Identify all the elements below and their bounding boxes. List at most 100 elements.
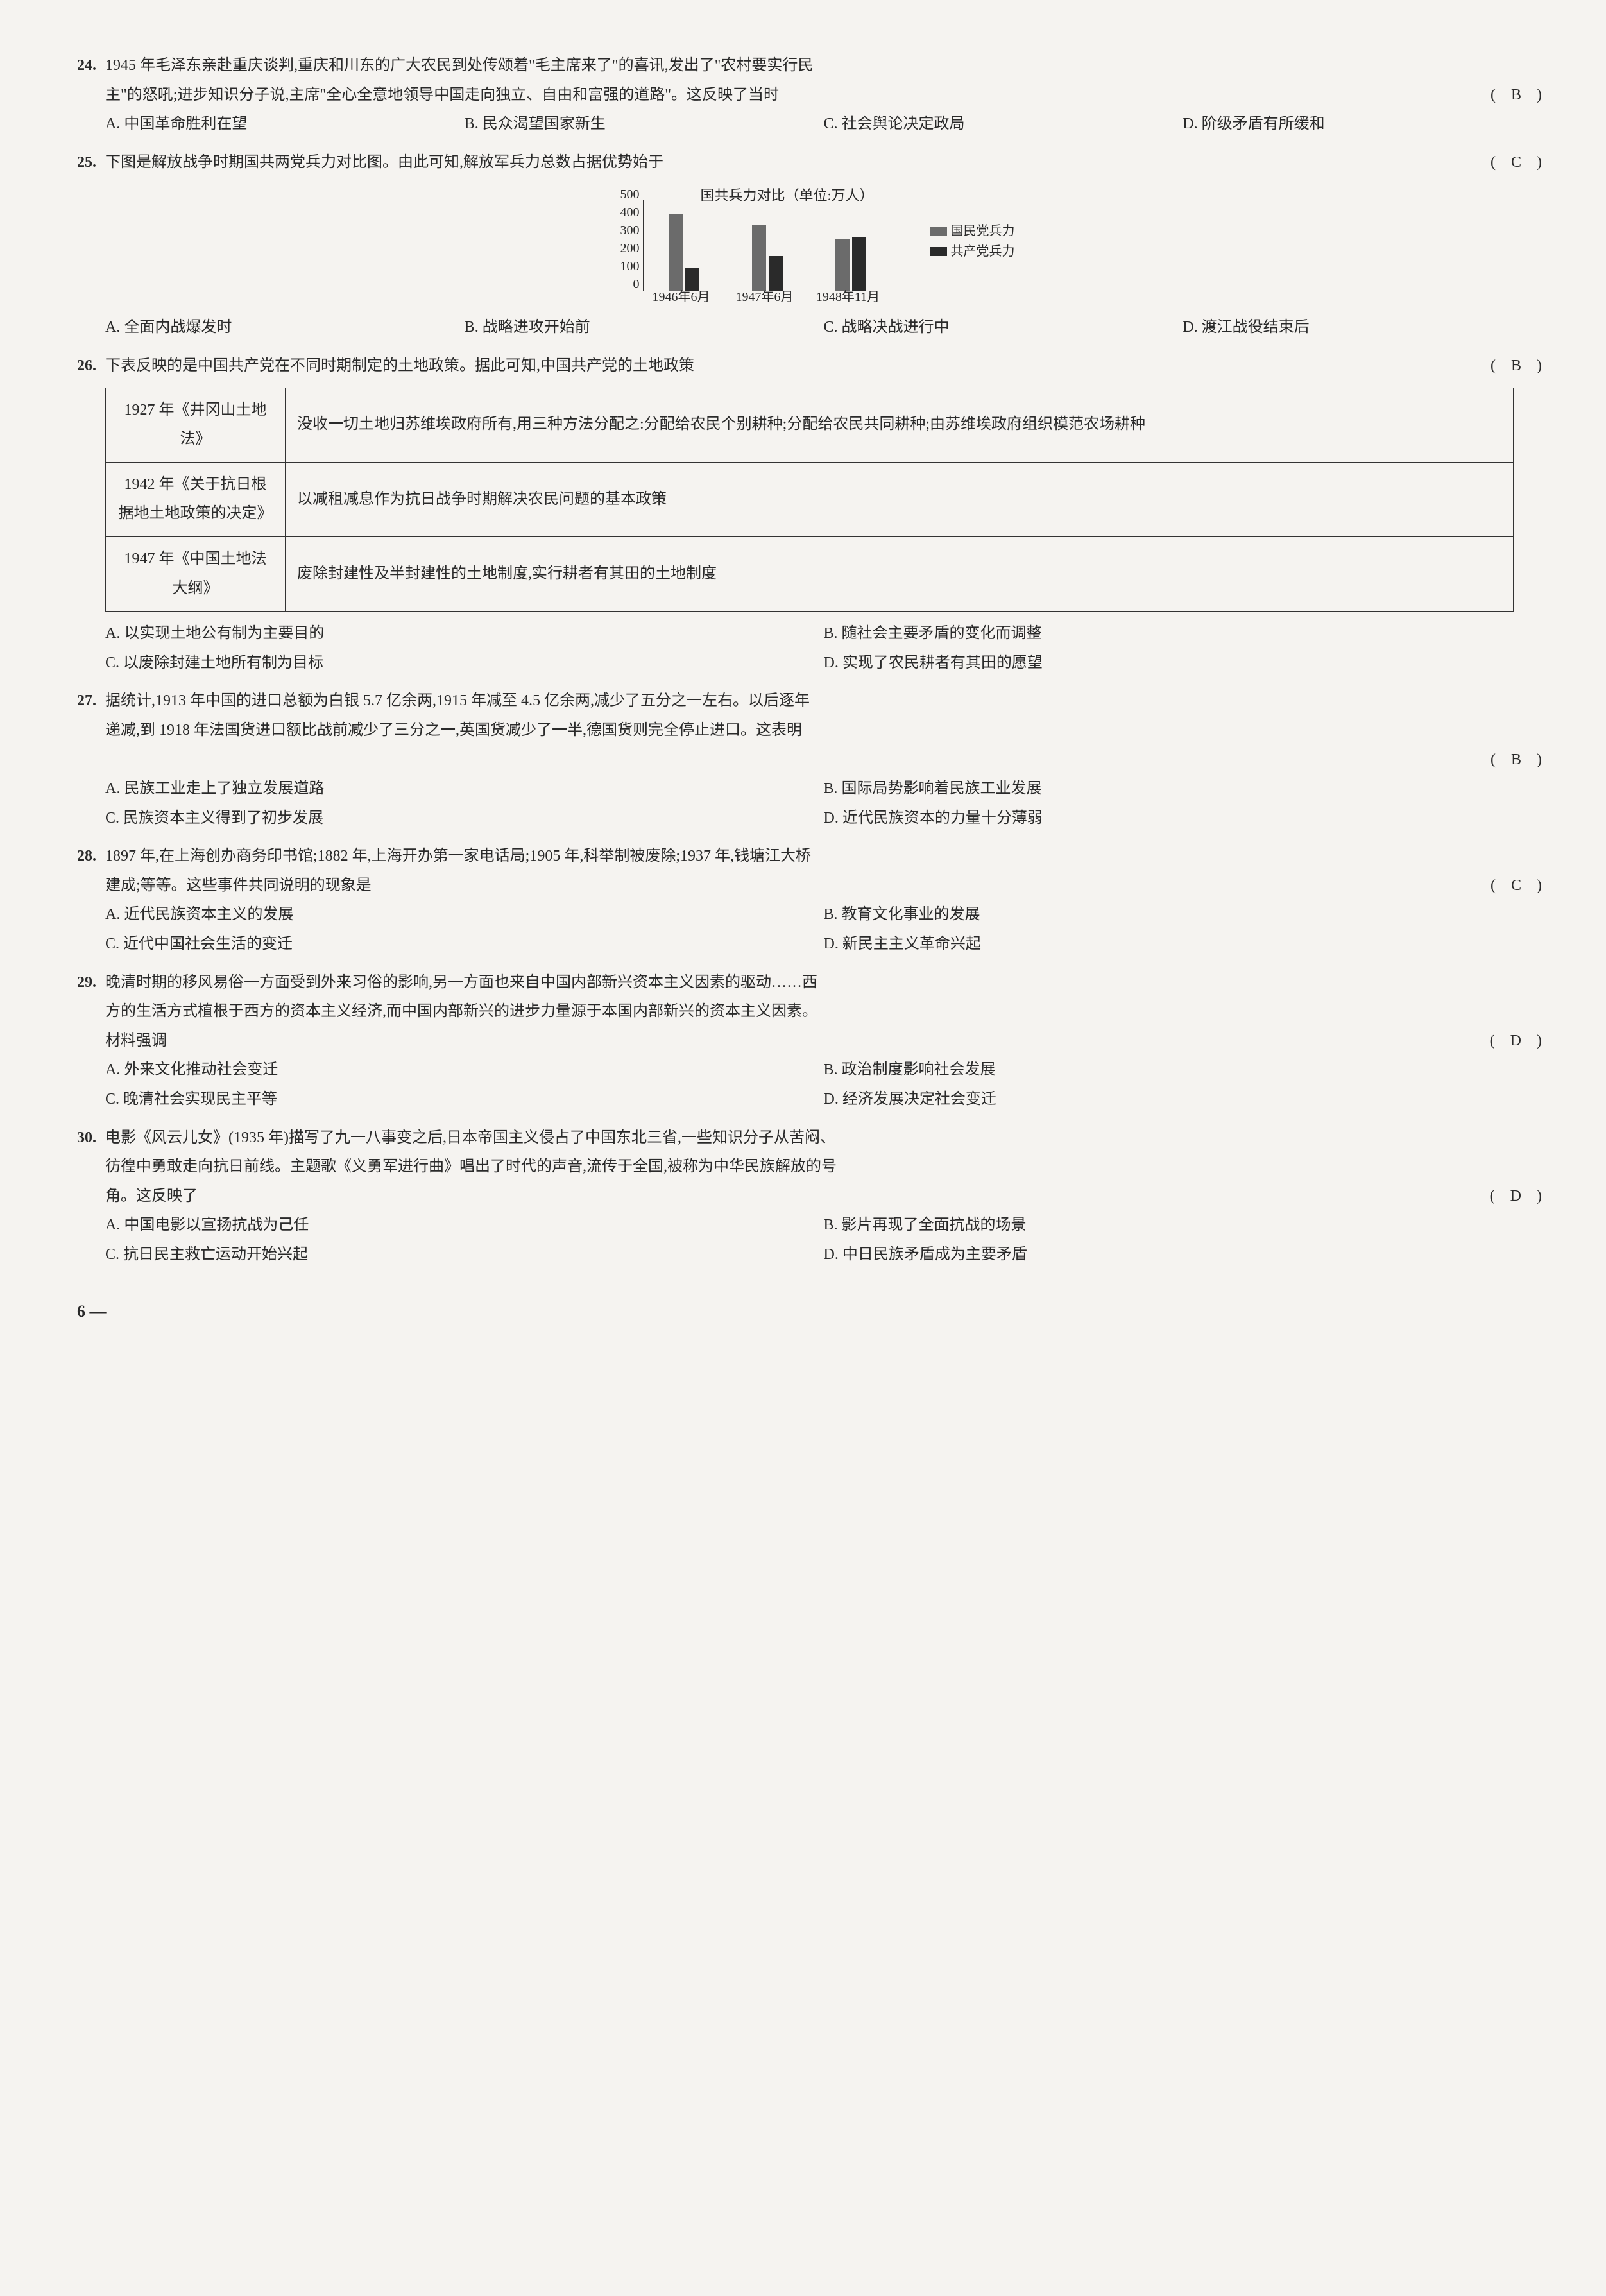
- q25-opt-d: D. 渡江战役结束后: [1183, 313, 1542, 343]
- q24-opt-c: C. 社会舆论决定政局: [824, 110, 1183, 139]
- q28-number: 28.: [77, 842, 96, 871]
- legend-ccp: 共产党兵力: [930, 241, 1015, 262]
- q25-stem: 25. 下图是解放战争时期国共两党兵力对比图。由此可知,解放军兵力总数占据优势始…: [77, 148, 1542, 178]
- question-24: 24. 1945 年毛泽东亲赴重庆谈判,重庆和川东的广大农民到处传颂着"毛主席来…: [77, 51, 1542, 139]
- question-29: 29. 晚清时期的移风易俗一方面受到外来习俗的影响,另一方面也来自中国内部新兴资…: [77, 968, 1542, 1115]
- cell-r1-c: 没收一切土地归苏维埃政府所有,用三种方法分配之:分配给农民个别耕种;分配给农民共…: [286, 388, 1514, 462]
- q29-opt-a: A. 外来文化推动社会变迁: [105, 1056, 824, 1085]
- q26-opt-b: B. 随社会主要矛盾的变化而调整: [824, 619, 1542, 649]
- xlabel-1: 1946年6月: [653, 285, 710, 309]
- q27-answer-line: ( B ): [77, 746, 1542, 775]
- y-axis: [643, 200, 644, 291]
- q28-opt-b: B. 教育文化事业的发展: [824, 900, 1542, 930]
- table-row: 1942 年《关于抗日根据地土地政策的决定》 以减租减息作为抗日战争时期解决农民…: [106, 462, 1514, 536]
- page-number: 6 —: [77, 1296, 1542, 1327]
- q25-number: 25.: [77, 148, 96, 178]
- q25-opt-b: B. 战略进攻开始前: [465, 313, 824, 343]
- q28-opt-a: A. 近代民族资本主义的发展: [105, 900, 824, 930]
- bar-ccp-3: [852, 237, 866, 291]
- question-25: 25. 下图是解放战争时期国共两党兵力对比图。由此可知,解放军兵力总数占据优势始…: [77, 148, 1542, 343]
- q27-options-r1: A. 民族工业走上了独立发展道路 B. 国际局势影响着民族工业发展: [77, 775, 1542, 804]
- q26-options-r2: C. 以废除封建土地所有制为目标 D. 实现了农民耕者有其田的愿望: [77, 649, 1542, 678]
- q28-options-r1: A. 近代民族资本主义的发展 B. 教育文化事业的发展: [77, 900, 1542, 930]
- q29-opt-c: C. 晚清社会实现民主平等: [105, 1085, 824, 1115]
- q29-text-l1: 晚清时期的移风易俗一方面受到外来习俗的影响,另一方面也来自中国内部新兴资本主义因…: [105, 974, 817, 991]
- q24-opt-b: B. 民众渴望国家新生: [465, 110, 824, 139]
- q30-stem-l2: 彷徨中勇敢走向抗日前线。主题歌《义勇军进行曲》唱出了时代的声音,流传于全国,被称…: [77, 1152, 1542, 1182]
- q27-answer: ( B ): [1491, 746, 1542, 775]
- q24-stem: 24. 1945 年毛泽东亲赴重庆谈判,重庆和川东的广大农民到处传颂着"毛主席来…: [77, 51, 1542, 81]
- q27-text-l2: 递减,到 1918 年法国货进口额比战前减少了三分之一,英国货减少了一半,德国货…: [105, 722, 802, 739]
- q29-number: 29.: [77, 968, 96, 998]
- q30-text-l1: 电影《风云儿女》(1935 年)描写了九一八事变之后,日本帝国主义侵占了中国东北…: [105, 1129, 835, 1146]
- q26-opt-d: D. 实现了农民耕者有其田的愿望: [824, 649, 1542, 678]
- q29-text-l3: 材料强调: [105, 1032, 167, 1049]
- legend-swatch-ccp: [930, 247, 947, 256]
- q27-opt-d: D. 近代民族资本的力量十分薄弱: [824, 804, 1542, 834]
- q28-stem-l2: 建成;等等。这些事件共同说明的现象是 ( C ): [77, 871, 1542, 901]
- q26-text: 下表反映的是中国共产党在不同时期制定的土地政策。据此可知,中国共产党的土地政策: [105, 357, 694, 374]
- q29-answer: ( D ): [1490, 1027, 1542, 1056]
- q28-options-r2: C. 近代中国社会生活的变迁 D. 新民主主义革命兴起: [77, 930, 1542, 959]
- q30-opt-c: C. 抗日民主救亡运动开始兴起: [105, 1240, 824, 1270]
- q29-opt-d: D. 经济发展决定社会变迁: [824, 1085, 1542, 1115]
- q27-number: 27.: [77, 687, 96, 716]
- ytick-5: 500: [611, 182, 640, 207]
- bar-kmt-1: [669, 214, 683, 291]
- legend-swatch-kmt: [930, 227, 947, 236]
- q29-opt-b: B. 政治制度影响社会发展: [824, 1056, 1542, 1085]
- legend-kmt: 国民党兵力: [930, 221, 1015, 241]
- q25-options: A. 全面内战爆发时 B. 战略进攻开始前 C. 战略决战进行中 D. 渡江战役…: [77, 313, 1542, 343]
- q27-opt-b: B. 国际局势影响着民族工业发展: [824, 775, 1542, 804]
- q25-text: 下图是解放战争时期国共两党兵力对比图。由此可知,解放军兵力总数占据优势始于: [105, 154, 663, 171]
- xlabel-3: 1948年11月: [816, 285, 880, 309]
- q27-opt-a: A. 民族工业走上了独立发展道路: [105, 775, 824, 804]
- q30-stem: 30. 电影《风云儿女》(1935 年)描写了九一八事变之后,日本帝国主义侵占了…: [77, 1124, 1542, 1153]
- q27-stem: 27. 据统计,1913 年中国的进口总额为白银 5.7 亿余两,1915 年减…: [77, 687, 1542, 716]
- q25-chart-wrap: 国共兵力对比（单位:万人） 0 100 200 300 400 500 1946…: [77, 182, 1542, 311]
- cell-r3-c: 废除封建性及半封建性的土地制度,实行耕者有其田的土地制度: [286, 536, 1514, 611]
- q25-answer: ( C ): [1491, 148, 1542, 178]
- q26-opt-c: C. 以废除封建土地所有制为目标: [105, 649, 824, 678]
- xlabel-2: 1947年6月: [736, 285, 794, 309]
- q28-opt-d: D. 新民主主义革命兴起: [824, 930, 1542, 959]
- q25-opt-c: C. 战略决战进行中: [824, 313, 1183, 343]
- q24-answer: ( B ): [1491, 81, 1542, 110]
- q24-opt-d: D. 阶级矛盾有所缓和: [1183, 110, 1542, 139]
- q30-options-r2: C. 抗日民主救亡运动开始兴起 D. 中日民族矛盾成为主要矛盾: [77, 1240, 1542, 1270]
- q29-options-r2: C. 晚清社会实现民主平等 D. 经济发展决定社会变迁: [77, 1085, 1542, 1115]
- question-26: 26. 下表反映的是中国共产党在不同时期制定的土地政策。据此可知,中国共产党的土…: [77, 352, 1542, 678]
- q26-number: 26.: [77, 352, 96, 381]
- q24-opt-a: A. 中国革命胜利在望: [105, 110, 465, 139]
- q27-stem-l2: 递减,到 1918 年法国货进口额比战前减少了三分之一,英国货减少了一半,德国货…: [77, 716, 1542, 746]
- q24-stem-l2: 主"的怒吼;进步知识分子说,主席"全心全意地领导中国走向独立、自由和富强的道路"…: [77, 81, 1542, 110]
- legend-ccp-label: 共产党兵力: [951, 241, 1015, 262]
- q30-opt-a: A. 中国电影以宣扬抗战为己任: [105, 1211, 824, 1240]
- q28-answer: ( C ): [1491, 871, 1542, 901]
- q26-stem: 26. 下表反映的是中国共产党在不同时期制定的土地政策。据此可知,中国共产党的土…: [77, 352, 1542, 381]
- chart-legend: 国民党兵力 共产党兵力: [930, 221, 1015, 262]
- question-27: 27. 据统计,1913 年中国的进口总额为白银 5.7 亿余两,1915 年减…: [77, 687, 1542, 833]
- q24-text-l1: 1945 年毛泽东亲赴重庆谈判,重庆和川东的广大农民到处传颂着"毛主席来了"的喜…: [105, 57, 813, 74]
- q25-opt-a: A. 全面内战爆发时: [105, 313, 465, 343]
- q26-opt-a: A. 以实现土地公有制为主要目的: [105, 619, 824, 649]
- q26-table: 1927 年《井冈山土地法》 没收一切土地归苏维埃政府所有,用三种方法分配之:分…: [105, 388, 1514, 612]
- cell-r2-c: 以减租减息作为抗日战争时期解决农民问题的基本政策: [286, 462, 1514, 536]
- q26-options-r1: A. 以实现土地公有制为主要目的 B. 随社会主要矛盾的变化而调整: [77, 619, 1542, 649]
- chart-title: 国共兵力对比（单位:万人）: [701, 182, 874, 209]
- table-row: 1927 年《井冈山土地法》 没收一切土地归苏维埃政府所有,用三种方法分配之:分…: [106, 388, 1514, 462]
- q27-text-l1: 据统计,1913 年中国的进口总额为白银 5.7 亿余两,1915 年减至 4.…: [105, 692, 810, 709]
- q27-opt-c: C. 民族资本主义得到了初步发展: [105, 804, 824, 834]
- table-row: 1947 年《中国土地法大纲》 废除封建性及半封建性的土地制度,实行耕者有其田的…: [106, 536, 1514, 611]
- q28-text-l1: 1897 年,在上海创办商务印书馆;1882 年,上海开办第一家电话局;1905…: [105, 848, 811, 864]
- q25-chart: 国共兵力对比（单位:万人） 0 100 200 300 400 500 1946…: [604, 182, 1015, 311]
- q30-options-r1: A. 中国电影以宣扬抗战为己任 B. 影片再现了全面抗战的场景: [77, 1211, 1542, 1240]
- q29-stem-l2: 方的生活方式植根于西方的资本主义经济,而中国内部新兴的进步力量源于本国内部新兴的…: [77, 997, 1542, 1027]
- cell-r3-h: 1947 年《中国土地法大纲》: [106, 536, 286, 611]
- q30-number: 30.: [77, 1124, 96, 1153]
- q26-answer: ( B ): [1491, 352, 1542, 381]
- q27-options-r2: C. 民族资本主义得到了初步发展 D. 近代民族资本的力量十分薄弱: [77, 804, 1542, 834]
- question-28: 28. 1897 年,在上海创办商务印书馆;1882 年,上海开办第一家电话局;…: [77, 842, 1542, 959]
- q29-stem: 29. 晚清时期的移风易俗一方面受到外来习俗的影响,另一方面也来自中国内部新兴资…: [77, 968, 1542, 998]
- q30-opt-b: B. 影片再现了全面抗战的场景: [824, 1211, 1542, 1240]
